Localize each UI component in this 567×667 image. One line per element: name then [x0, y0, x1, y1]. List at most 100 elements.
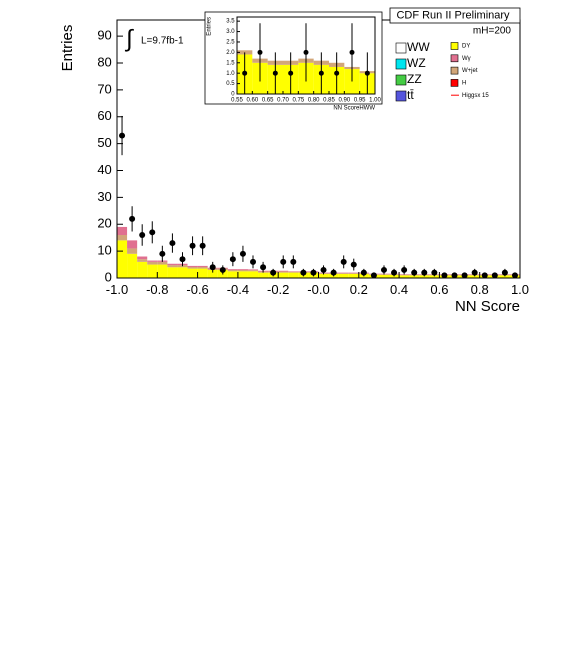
data-point	[239, 250, 246, 257]
y-tick-label: 1.0	[226, 71, 235, 77]
y-tick-label: 3.0	[226, 29, 235, 35]
histogram-bar	[157, 264, 168, 278]
histogram-bar	[147, 261, 158, 265]
histogram-bar	[117, 226, 128, 235]
histogram-bar	[237, 269, 248, 270]
legend-swatch	[395, 74, 407, 86]
histogram-bar	[227, 271, 238, 278]
data-point	[340, 258, 347, 265]
y-tick-label: 80	[97, 54, 111, 69]
data-point	[471, 269, 478, 276]
histogram-bar	[318, 273, 329, 278]
data-point	[219, 266, 226, 273]
x-tick-label: 0.90	[338, 97, 350, 103]
data-point	[288, 70, 294, 76]
histogram-bar	[278, 272, 289, 278]
y-tick-label: 0.5	[226, 81, 235, 87]
x-tick-label: 0.95	[354, 97, 366, 103]
data-point	[451, 272, 458, 279]
data-point	[209, 264, 216, 271]
y-tick-label: 40	[97, 162, 111, 177]
data-point	[501, 269, 508, 276]
data-point	[334, 70, 340, 76]
y-tick-label: 70	[97, 81, 111, 96]
plot-frame	[236, 16, 376, 95]
legend-label: W+jet	[462, 68, 478, 74]
data-point	[461, 272, 468, 279]
x-tick-label: 0.70	[277, 97, 289, 103]
histogram-bar	[409, 275, 420, 278]
x-tick-label: 0.55	[231, 97, 243, 103]
data-point	[272, 70, 278, 76]
x-tick-label: -0.8	[146, 282, 168, 297]
histogram-bar	[247, 270, 259, 272]
histogram-bar	[187, 265, 198, 267]
histogram-bar	[247, 271, 259, 278]
x-tick-label: 0.60	[246, 97, 258, 103]
data-point	[411, 269, 418, 276]
x-tick-label: 0.75	[292, 97, 304, 103]
histogram-bar	[167, 267, 178, 278]
data-point	[159, 250, 166, 257]
data-point	[391, 269, 398, 276]
histogram-bar	[137, 261, 148, 278]
histogram-bar	[127, 240, 138, 249]
histogram-bar	[117, 240, 128, 278]
histogram-bar	[117, 235, 128, 241]
data-point	[257, 49, 263, 55]
y-tick-label: 0	[231, 92, 235, 98]
histogram-bar	[469, 275, 480, 278]
y-tick-label: 3.5	[226, 19, 235, 25]
x-tick-label: 0.4	[390, 282, 408, 297]
x-tick-label: 0.8	[471, 282, 489, 297]
y-tick-label: 0	[105, 269, 112, 284]
y-tick-label: 50	[97, 135, 111, 150]
y-tick-label: 90	[97, 28, 111, 43]
histogram-bar	[227, 269, 238, 270]
data-point	[189, 242, 196, 249]
histogram-bar	[499, 275, 510, 278]
x-tick-label: 0.2	[350, 282, 368, 297]
data-point	[349, 49, 355, 55]
x-tick-label: 0.65	[262, 97, 274, 103]
data-point	[290, 258, 297, 265]
data-point	[260, 264, 267, 271]
chart-title: CDF Run II Preliminary	[396, 9, 510, 21]
histogram-bar	[177, 267, 188, 278]
legend-swatch	[395, 58, 407, 70]
data-point	[310, 269, 317, 276]
histogram-bar	[197, 268, 208, 278]
integral-sign: ∫	[124, 25, 134, 52]
legend-swatch	[395, 90, 407, 102]
data-point	[280, 258, 287, 265]
histogram-bar	[127, 248, 138, 254]
y-tick-label: 10	[97, 243, 111, 258]
histogram-bar	[338, 273, 349, 274]
data-point	[199, 242, 206, 249]
data-point	[318, 70, 324, 76]
data-point	[250, 258, 257, 265]
data-point	[119, 132, 126, 139]
data-point	[370, 272, 377, 279]
x-tick-label: 0.6	[430, 282, 448, 297]
legend-swatch	[450, 54, 459, 63]
y-tick-label: 2.5	[226, 40, 235, 46]
data-point	[431, 269, 438, 276]
histogram-bar	[137, 259, 148, 262]
legend-swatch	[450, 79, 459, 87]
y-tick-label: 20	[97, 216, 111, 231]
histogram-bar	[258, 272, 269, 278]
data-point	[303, 49, 309, 55]
title-pad	[389, 7, 521, 24]
histogram-bar	[187, 268, 198, 278]
data-point	[441, 272, 448, 279]
x-axis-label: NN ScoreHWW	[333, 105, 375, 111]
histogram-bar	[227, 269, 238, 272]
y-tick-label: 60	[97, 108, 111, 123]
histogram-bar	[348, 272, 359, 274]
histogram-bar	[147, 264, 158, 278]
histogram-bar	[338, 273, 349, 278]
data-point	[491, 272, 498, 279]
